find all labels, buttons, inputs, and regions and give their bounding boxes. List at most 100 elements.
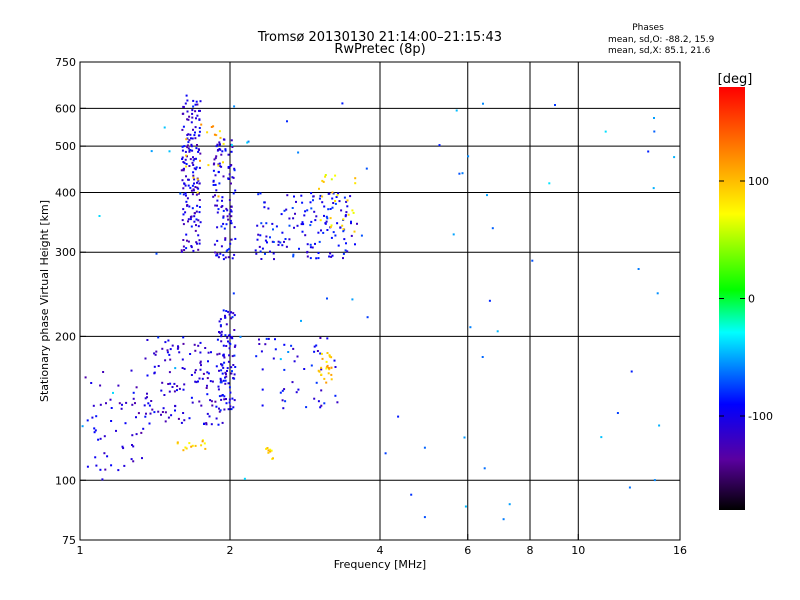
data-point: [306, 209, 309, 212]
data-point: [208, 415, 211, 418]
data-point: [288, 217, 291, 220]
data-point: [265, 447, 268, 450]
data-point: [220, 369, 223, 372]
data-point: [201, 440, 204, 443]
data-point: [327, 372, 330, 375]
data-point: [287, 351, 290, 353]
data-point: [309, 243, 312, 246]
data-point: [313, 397, 316, 400]
data-point: [300, 319, 302, 322]
data-point: [223, 356, 226, 359]
data-point: [282, 407, 285, 410]
data-point: [190, 246, 193, 249]
data-point: [195, 166, 198, 169]
data-point: [194, 371, 196, 374]
data-point: [183, 249, 186, 251]
data-point: [483, 467, 486, 470]
data-point: [325, 220, 328, 223]
data-point: [329, 208, 332, 210]
data-point: [281, 399, 284, 402]
data-point: [350, 220, 352, 223]
data-point: [309, 257, 312, 260]
data-point: [181, 128, 184, 131]
data-point: [218, 165, 221, 168]
data-point: [345, 242, 347, 245]
data-point: [192, 128, 194, 131]
data-point: [481, 356, 484, 358]
data-point: [306, 243, 309, 246]
data-point: [199, 109, 201, 112]
data-point: [267, 449, 270, 452]
data-point: [94, 456, 97, 459]
y-axis-label: Stationary phase Virtual Height [km]: [38, 200, 51, 402]
data-point: [220, 394, 223, 397]
data-point: [333, 359, 336, 362]
data-point: [183, 161, 186, 164]
data-point: [206, 393, 209, 396]
data-point: [161, 347, 164, 350]
data-point: [194, 110, 197, 113]
colorbar-ticks: 100 0 -100: [719, 175, 773, 423]
data-point: [189, 186, 192, 189]
data-point: [185, 165, 188, 168]
data-point: [213, 133, 216, 136]
data-point: [257, 193, 260, 196]
data-point: [488, 299, 491, 302]
data-point: [329, 217, 332, 220]
data-point: [195, 193, 198, 196]
data-point: [198, 148, 200, 151]
data-point: [309, 201, 312, 204]
data-point: [215, 405, 218, 408]
data-point: [182, 412, 185, 414]
data-point: [301, 230, 304, 233]
data-point: [176, 347, 179, 350]
x-axis-ticks: 1 2 4 6 8 10 16: [77, 534, 687, 557]
data-point: [220, 165, 223, 168]
stats-o-mode: mean, sd,O: -88.2, 15.9: [608, 35, 715, 45]
data-point: [280, 213, 283, 216]
data-point: [182, 245, 185, 248]
data-point: [210, 400, 213, 403]
data-point: [215, 365, 218, 368]
data-point: [185, 154, 188, 157]
data-point: [323, 402, 326, 405]
data-point: [131, 434, 134, 437]
data-point: [653, 479, 656, 482]
data-point: [180, 169, 183, 172]
data-point: [508, 503, 511, 506]
data-point: [189, 133, 192, 136]
data-point: [190, 137, 192, 140]
data-point: [95, 415, 98, 418]
data-point: [182, 193, 185, 196]
data-point: [228, 354, 231, 357]
data-point: [345, 200, 348, 203]
data-point: [186, 110, 189, 113]
data-point: [218, 130, 221, 133]
data-point: [122, 447, 125, 450]
data-point: [216, 338, 219, 341]
data-point: [220, 153, 223, 156]
data-point: [320, 404, 323, 407]
data-point: [181, 149, 184, 152]
y-tick-label: 400: [55, 186, 76, 199]
data-point: [335, 196, 338, 198]
data-point: [216, 353, 219, 356]
data-point: [345, 211, 348, 214]
data-point: [455, 109, 458, 112]
data-points: [81, 94, 676, 521]
data-point: [223, 361, 226, 364]
data-point: [190, 225, 193, 228]
data-point: [340, 209, 343, 212]
data-point: [232, 312, 235, 315]
data-point: [105, 402, 107, 405]
data-point: [293, 360, 296, 363]
data-point: [259, 250, 262, 253]
data-point: [258, 245, 261, 248]
data-point: [153, 352, 156, 355]
data-point: [189, 353, 192, 355]
data-point: [256, 224, 259, 227]
data-point: [256, 238, 259, 241]
data-point: [218, 162, 221, 165]
data-point: [224, 149, 227, 152]
data-point: [198, 242, 201, 245]
